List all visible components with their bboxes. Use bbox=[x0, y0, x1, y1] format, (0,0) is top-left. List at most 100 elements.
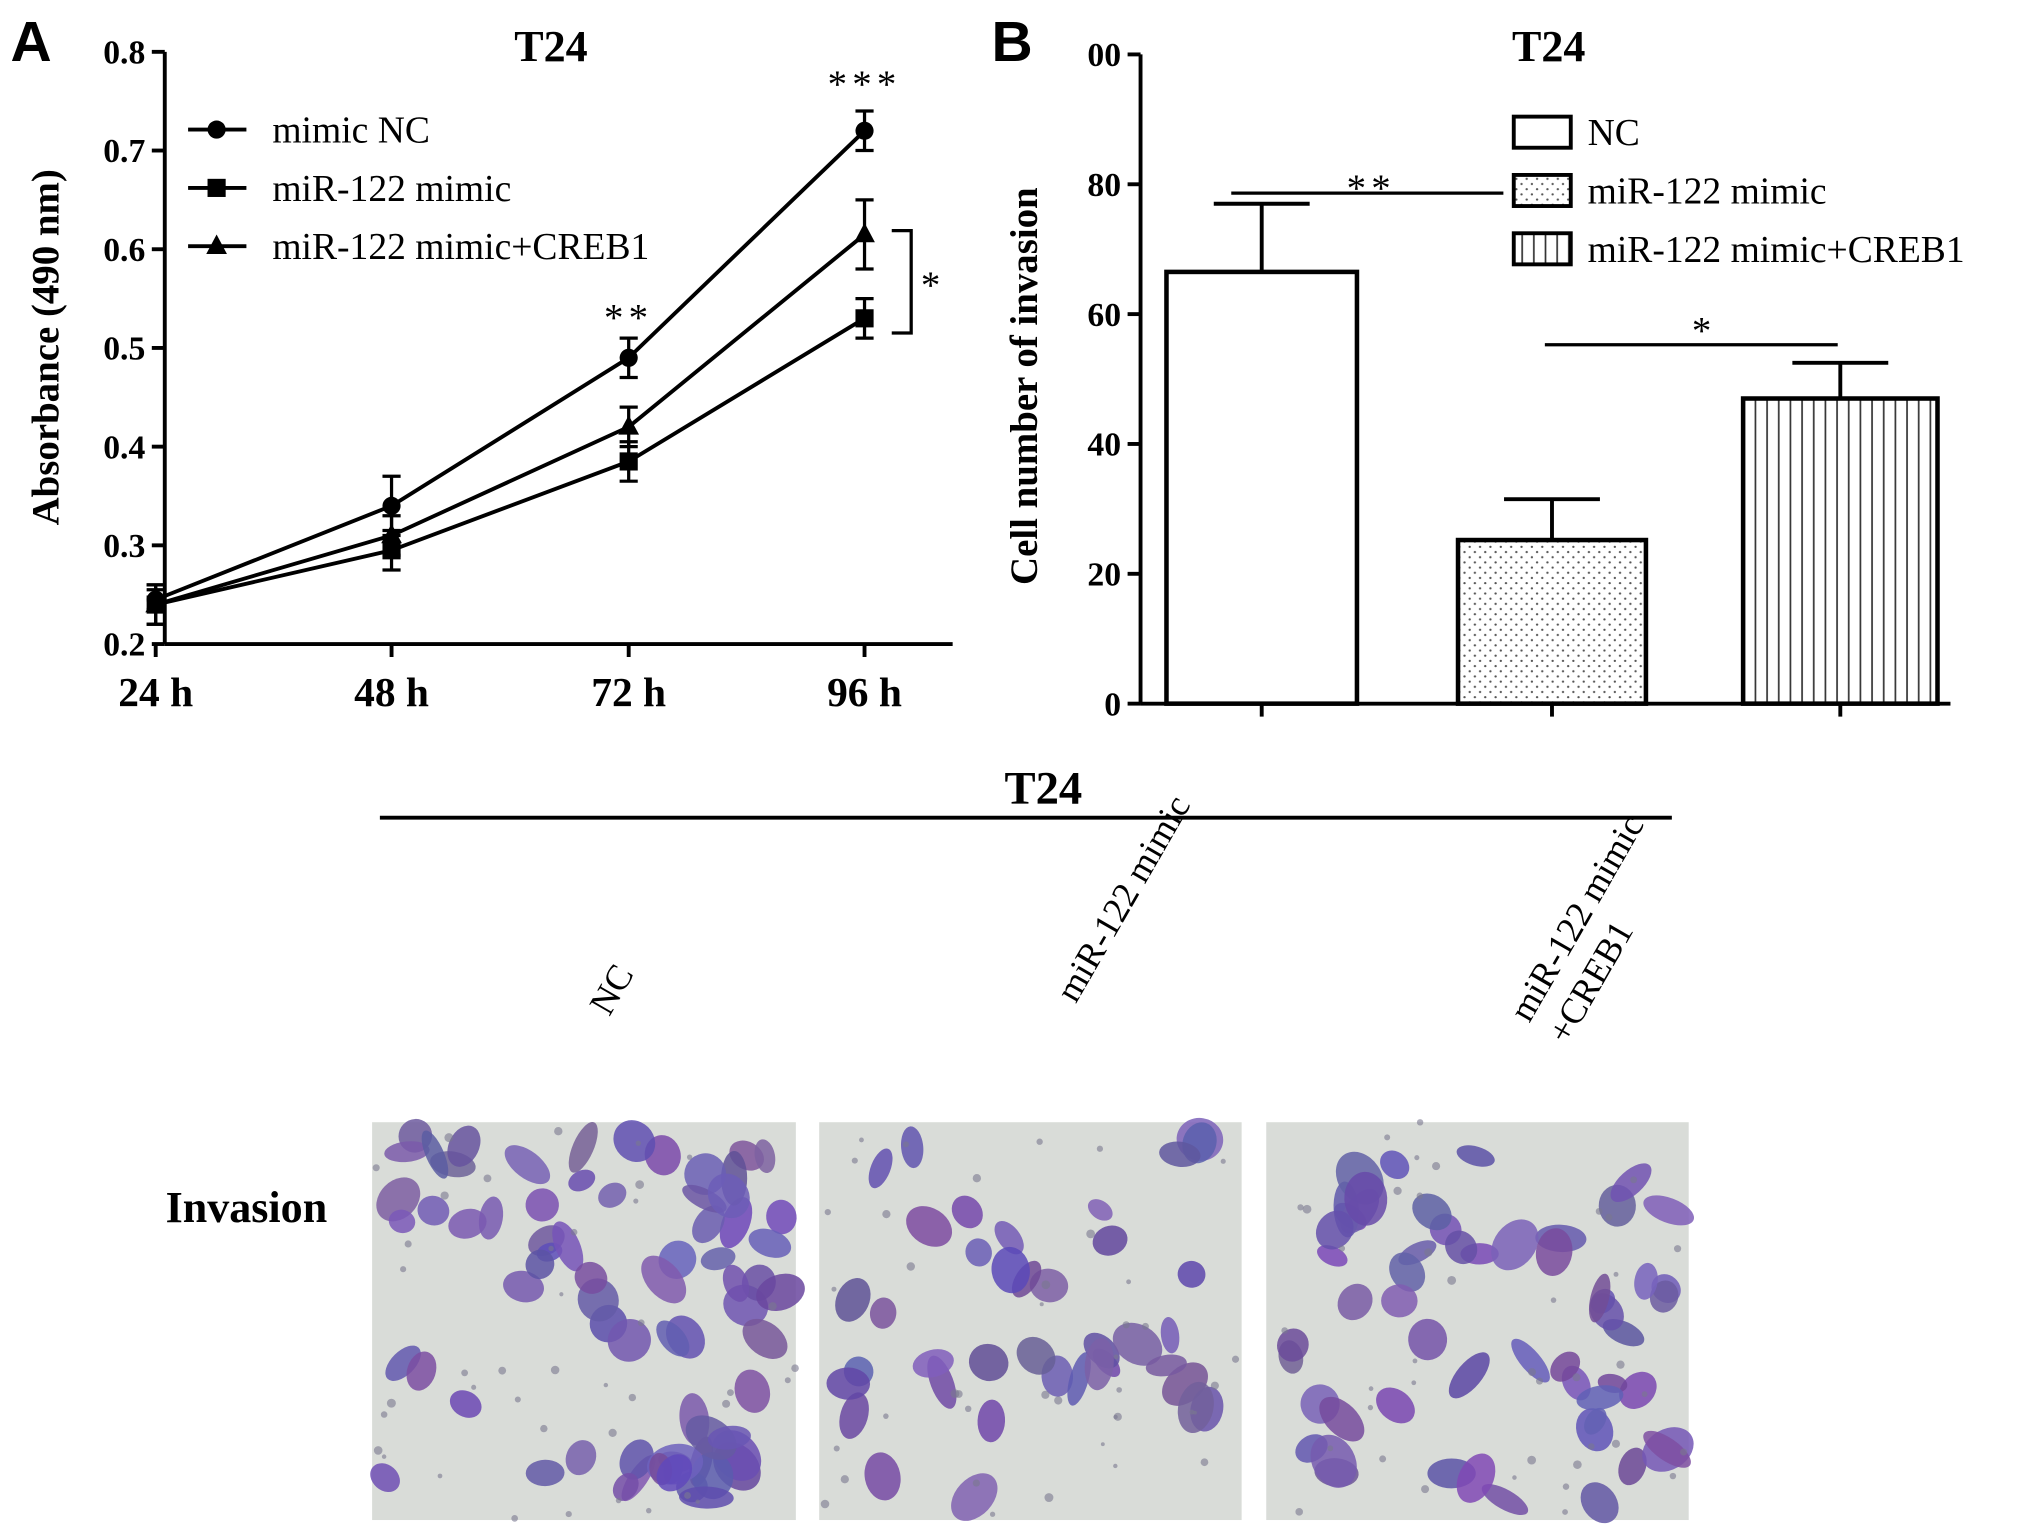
y-tick-label: 0 bbox=[1104, 686, 1121, 723]
pore bbox=[1611, 1439, 1621, 1448]
pore bbox=[1669, 1472, 1677, 1480]
x-tick-label: 72 h bbox=[591, 669, 666, 715]
cell bbox=[1084, 1338, 1114, 1391]
cell bbox=[1319, 1396, 1365, 1442]
pore bbox=[791, 1364, 799, 1373]
legend-swatch bbox=[1511, 231, 1573, 267]
cell bbox=[613, 1120, 656, 1163]
pore bbox=[1302, 1204, 1312, 1214]
pore bbox=[1122, 1321, 1130, 1329]
pore bbox=[1379, 1455, 1387, 1463]
pore bbox=[1432, 1162, 1441, 1171]
y-tick-label: 80 bbox=[1087, 167, 1121, 204]
annotation: ** bbox=[604, 296, 653, 339]
pore bbox=[483, 1174, 492, 1183]
pore bbox=[1673, 1245, 1682, 1253]
cell bbox=[707, 1425, 751, 1450]
pore bbox=[1421, 1485, 1430, 1494]
pore bbox=[1641, 1391, 1648, 1398]
legend-label: miR-122 mimic bbox=[272, 169, 511, 210]
pore bbox=[1595, 1207, 1603, 1215]
pore bbox=[1512, 1475, 1517, 1480]
cell bbox=[754, 1139, 776, 1174]
pore bbox=[440, 1191, 449, 1200]
row-label: Invasion bbox=[166, 1183, 328, 1232]
cell bbox=[388, 1209, 416, 1234]
cell bbox=[968, 1343, 1009, 1382]
pore bbox=[831, 1286, 837, 1292]
marker bbox=[382, 496, 401, 515]
pore bbox=[1536, 1377, 1544, 1385]
pore bbox=[1054, 1396, 1063, 1405]
cell bbox=[734, 1369, 771, 1413]
cell bbox=[1456, 1453, 1496, 1503]
legend-label: mimic NC bbox=[272, 111, 430, 152]
panel-label: B bbox=[992, 10, 1033, 74]
x-tick-label: 96 h bbox=[827, 669, 902, 715]
cell bbox=[1159, 1141, 1201, 1167]
cell bbox=[1576, 1385, 1624, 1411]
cell bbox=[503, 1270, 544, 1303]
cell bbox=[1087, 1199, 1113, 1221]
pore bbox=[1039, 1302, 1044, 1307]
marker bbox=[854, 222, 875, 243]
cell bbox=[449, 1390, 482, 1418]
pore bbox=[511, 1515, 519, 1522]
cell bbox=[656, 1320, 690, 1357]
pore bbox=[824, 1208, 831, 1216]
pore bbox=[722, 1399, 731, 1408]
cell bbox=[478, 1196, 504, 1240]
pore bbox=[633, 1198, 639, 1204]
cell bbox=[951, 1195, 983, 1229]
cell bbox=[574, 1261, 608, 1294]
pore bbox=[1193, 1410, 1197, 1415]
cell bbox=[977, 1399, 1006, 1443]
pore bbox=[1189, 1409, 1195, 1415]
series-line bbox=[155, 316, 866, 607]
legend-label: miR-122 mimic+CREB1 bbox=[1588, 230, 1965, 271]
cell bbox=[525, 1188, 559, 1222]
pore bbox=[1630, 1176, 1638, 1184]
pore bbox=[444, 1133, 454, 1143]
cell bbox=[447, 1125, 481, 1167]
pore bbox=[1613, 1271, 1619, 1277]
pore bbox=[1424, 1248, 1433, 1257]
marker bbox=[855, 309, 874, 328]
pore bbox=[882, 1210, 891, 1219]
y-tick-label: 40 bbox=[1087, 427, 1121, 464]
cell bbox=[1412, 1193, 1452, 1231]
pore bbox=[950, 1389, 960, 1399]
cell bbox=[656, 1454, 693, 1492]
pore bbox=[565, 1510, 572, 1518]
pore bbox=[727, 1389, 734, 1397]
pore bbox=[1562, 1509, 1568, 1515]
bracket bbox=[891, 229, 913, 335]
error-bar bbox=[1792, 360, 1889, 399]
pore bbox=[1588, 1443, 1595, 1450]
cell bbox=[766, 1199, 797, 1235]
cell bbox=[1389, 1252, 1426, 1292]
pore bbox=[784, 1377, 791, 1384]
cell bbox=[1315, 1210, 1354, 1250]
cell bbox=[679, 1486, 734, 1509]
legend-label: miR-122 mimic+CREB1 bbox=[272, 227, 649, 268]
pore bbox=[1367, 1404, 1374, 1411]
pore bbox=[1036, 1138, 1043, 1145]
pore bbox=[381, 1454, 387, 1459]
pore bbox=[972, 1479, 980, 1487]
pore bbox=[400, 1266, 407, 1273]
cell bbox=[994, 1221, 1024, 1255]
marker bbox=[619, 452, 638, 471]
cell bbox=[965, 1238, 992, 1267]
legend-swatch bbox=[1511, 172, 1573, 208]
cell bbox=[839, 1392, 869, 1439]
pore bbox=[1527, 1455, 1537, 1465]
series-line bbox=[154, 129, 866, 602]
panel-label: A bbox=[11, 10, 52, 74]
error-bar bbox=[1213, 201, 1310, 272]
pore bbox=[554, 1127, 563, 1136]
cell bbox=[421, 1130, 449, 1179]
cell bbox=[1618, 1447, 1647, 1486]
pore bbox=[635, 1180, 645, 1189]
cell bbox=[1550, 1351, 1581, 1382]
